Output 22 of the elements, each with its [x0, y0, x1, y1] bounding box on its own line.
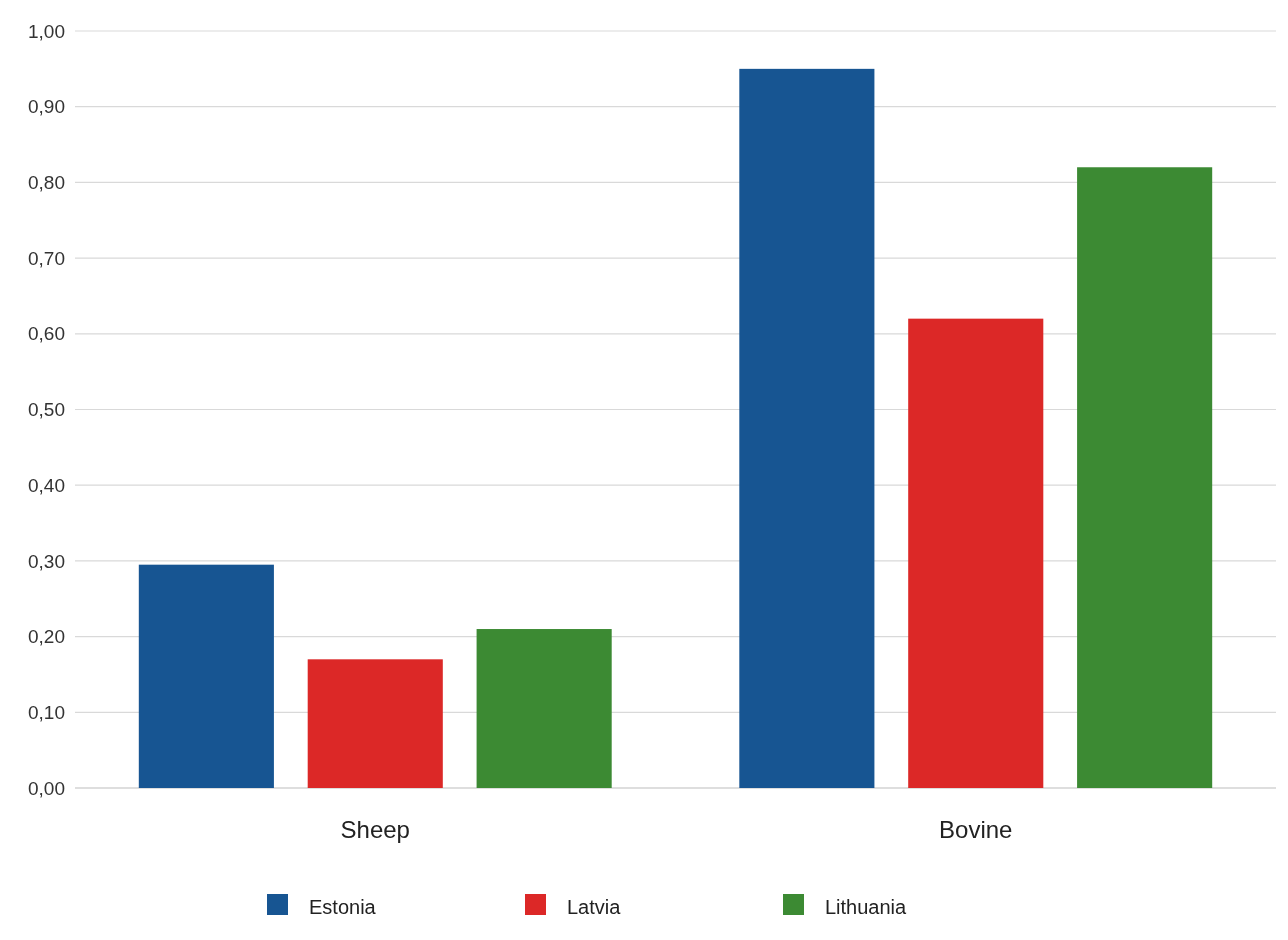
legend-label: Estonia: [309, 896, 377, 918]
y-tick-label: 0,00: [28, 777, 65, 799]
y-tick-label: 0,30: [28, 550, 65, 572]
bar: [1077, 167, 1213, 788]
y-tick-label: 0,20: [28, 626, 65, 648]
x-tick-label: Sheep: [340, 816, 410, 843]
legend-label: Lithuania: [825, 896, 908, 918]
y-tick-label: 0,60: [28, 323, 65, 345]
legend-label: Latvia: [567, 896, 622, 918]
y-tick-label: 0,70: [28, 247, 65, 269]
bar: [739, 68, 875, 788]
y-tick-label: 0,50: [28, 399, 65, 421]
bar: [908, 318, 1044, 788]
x-tick-label: Bovine: [939, 816, 1013, 843]
y-tick-label: 0,90: [28, 96, 65, 118]
y-tick-label: 0,10: [28, 701, 65, 723]
y-tick-label: 0,80: [28, 172, 65, 194]
bar: [138, 564, 274, 788]
bar: [307, 659, 443, 788]
bar: [476, 629, 612, 788]
y-tick-label: 1,00: [28, 20, 65, 42]
y-tick-label: 0,40: [28, 474, 65, 496]
